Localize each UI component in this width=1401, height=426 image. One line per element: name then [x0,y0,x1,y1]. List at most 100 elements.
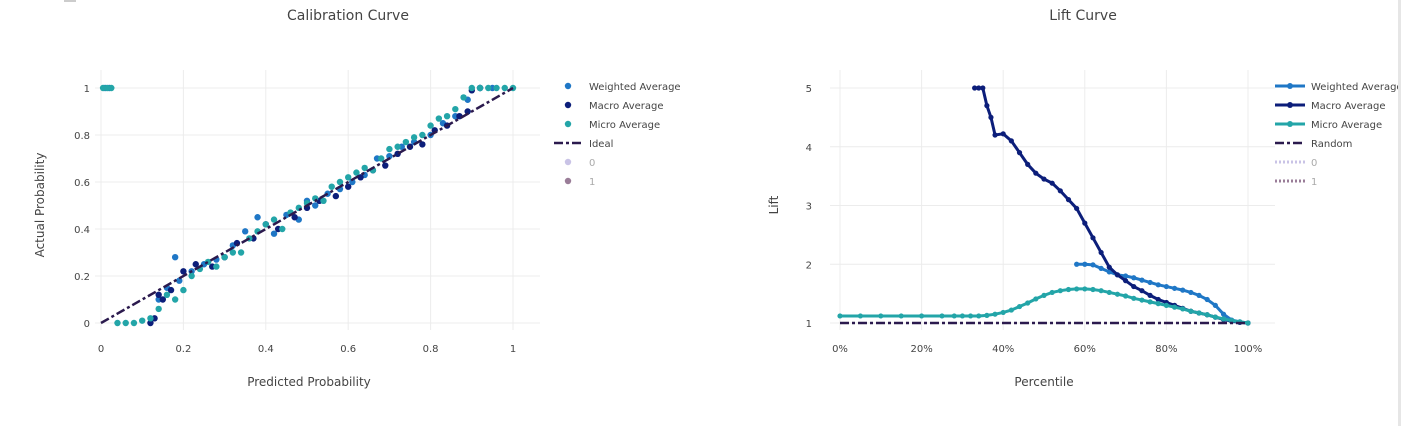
lift-legend-item[interactable]: 1 [1275,177,1317,188]
cal-data-point [147,315,154,322]
lift-data-point [967,313,974,319]
legend-item-label: Micro Average [1311,120,1382,131]
cal-data-point [320,197,327,204]
lift-data-point [1106,289,1112,296]
lift-data-point [984,312,990,318]
lift-data-point [1016,150,1023,156]
lift-data-point [1074,261,1080,267]
cal-chart: Calibration Curve Predicted Probability Ac… [33,8,681,389]
lift-data-point [1212,314,1218,320]
lift-data-point [1074,286,1080,292]
lift-data-point [1131,283,1137,290]
cal-data-point [419,131,426,139]
lift-data-point [857,313,864,319]
lift-data-point [1098,265,1104,271]
cal-data-point [188,272,195,280]
lift-data-point [1204,312,1210,318]
cal-x-tick-label: 0.8 [423,344,439,355]
lift-data-point [1147,279,1153,286]
legend-marker-icon [564,82,572,90]
lift-data-point [1025,161,1031,167]
lift-legend-item[interactable]: Weighted Average [1275,82,1401,93]
lift-data-point [992,132,998,138]
cal-data-point [336,178,344,186]
cal-y-tick-label: 0 [84,319,90,330]
cal-gridlines [95,70,540,330]
cal-data-point [213,263,220,270]
lift-legend-item[interactable]: Macro Average [1275,101,1386,112]
lift-x-tick-label: 20% [910,344,932,355]
lift-legend-item[interactable]: Random [1275,139,1352,150]
lift-data-point [1090,262,1096,268]
scroll-edge [1398,0,1401,426]
legend-item-label: Macro Average [589,101,664,112]
cal-data-point [270,216,278,223]
cal-chart-title: Calibration Curve [287,8,409,24]
cal-data-point [237,249,245,256]
lift-data-point [1082,261,1088,267]
legend-item-label: Weighted Average [1311,82,1401,93]
lift-data-point [1123,293,1129,299]
cal-data-point [312,202,319,209]
lift-legend-item[interactable]: 0 [1275,158,1317,169]
cal-legend-item[interactable]: Ideal [554,139,613,150]
lift-x-tick-label: 100% [1234,344,1263,355]
cal-data-point [155,291,162,298]
lift-data-point [1033,296,1039,302]
lift-data-point [1147,299,1153,305]
lift-data-point [1008,138,1014,144]
lift-data-point [1196,292,1202,298]
legend-item-label: Macro Average [1311,101,1386,112]
lift-y-axis-label: Lift [767,195,781,214]
cal-legend-item[interactable]: Micro Average [564,120,660,131]
lift-legend-item[interactable]: Micro Average [1275,120,1382,131]
lift-data-point [1033,170,1039,176]
lift-data-point [1131,275,1137,281]
cal-legend-item[interactable]: 0 [564,158,596,169]
legend-marker-icon [1287,83,1293,89]
lift-data-point [837,313,843,319]
cal-data-point [386,152,393,160]
lift-data-point [1082,286,1088,292]
lift-y-tick-label: 5 [806,84,812,95]
lift-data-point [1139,288,1145,294]
cal-legend-item[interactable]: Macro Average [564,101,664,112]
cal-data-point [476,84,484,92]
cal-data-point [114,319,121,327]
cal-data-point [468,84,475,92]
lift-series-weighted-average [1074,261,1251,326]
lift-data-point [1065,286,1072,293]
lift-y-tick-label: 2 [806,260,812,271]
cal-data-point [345,183,352,190]
lift-data-point [980,85,986,91]
lift-data-point [1123,273,1129,279]
cal-y-tick-label: 0.6 [74,178,90,189]
lift-data-point [984,103,990,109]
cal-y-tick-label: 0.8 [74,131,90,142]
cal-x-tick-label: 1 [510,344,516,355]
cal-data-point [419,141,426,148]
cal-legend-item[interactable]: Weighted Average [564,82,681,93]
cal-x-tick-label: 0.2 [175,344,191,355]
cal-data-point [501,84,508,92]
cal-data-point [361,164,368,172]
lift-data-point [1098,288,1104,294]
legend-marker-icon [564,101,572,109]
cal-data-point [394,143,401,150]
lift-data-point [988,114,994,120]
lift-data-point [1155,282,1161,288]
legend-marker-icon [1287,121,1293,127]
lift-data-point [1000,309,1006,316]
cal-data-point [270,230,278,237]
cal-y-tick-label: 1 [84,84,90,95]
lift-data-point [1171,285,1178,291]
cal-y-tick-label: 0.2 [74,272,90,283]
legend-marker-icon [564,120,572,128]
cal-data-point [328,183,335,190]
cal-data-point [171,254,179,261]
lift-data-point [1049,289,1055,296]
legend-item-label: 1 [589,177,595,188]
lift-data-point [1147,292,1153,298]
cal-legend-item[interactable]: 1 [564,177,596,188]
lift-data-point [1188,308,1194,314]
